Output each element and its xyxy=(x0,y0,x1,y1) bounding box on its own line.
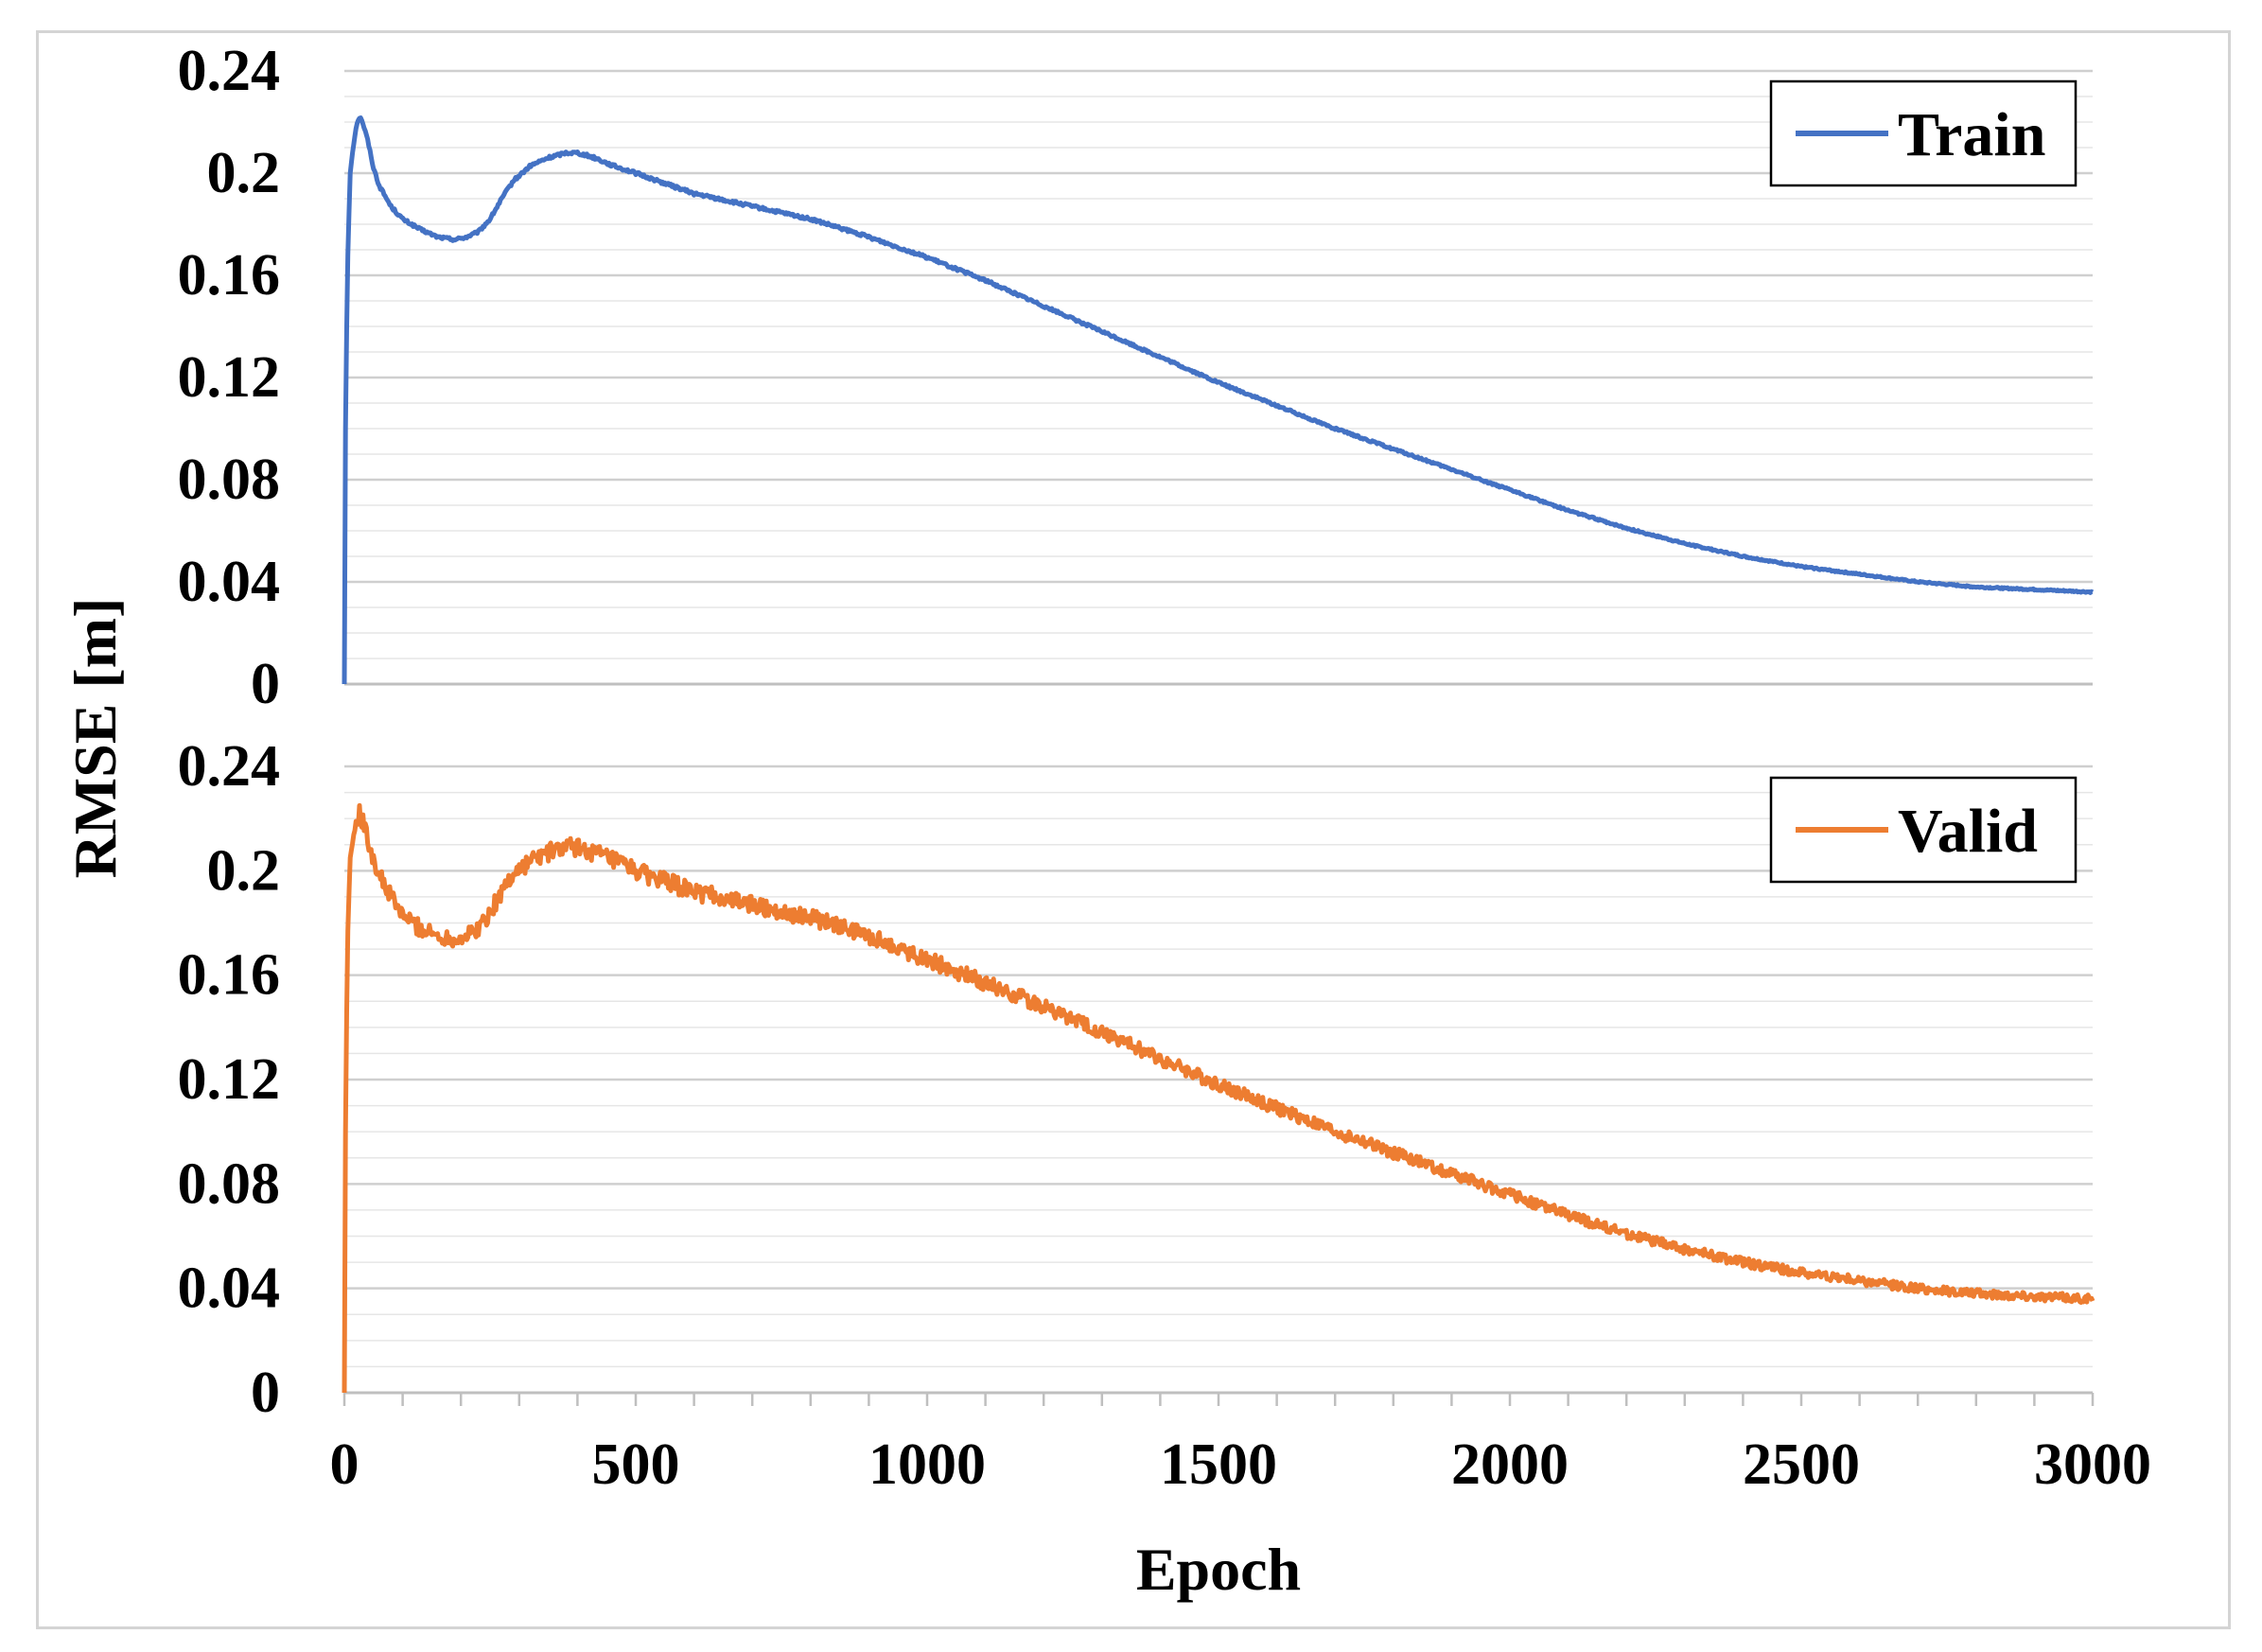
y-tick-label: 0.24 xyxy=(178,734,281,799)
x-tick-label: 500 xyxy=(592,1432,680,1497)
x-tick-label: 3000 xyxy=(2034,1432,2151,1497)
y-tick-label: 0.12 xyxy=(178,345,281,410)
x-axis-title: Epoch xyxy=(1136,1536,1301,1603)
y-tick-label: 0.24 xyxy=(178,39,281,103)
x-tick-label: 1000 xyxy=(868,1432,986,1497)
y-tick-label: 0.04 xyxy=(178,550,281,614)
x-tick-label: 2000 xyxy=(1451,1432,1569,1497)
y-tick-label: 0 xyxy=(251,652,280,716)
x-tick-label: 1500 xyxy=(1160,1432,1277,1497)
y-tick-label: 0.04 xyxy=(178,1257,281,1321)
y-tick-label: 0.2 xyxy=(207,141,281,205)
y-tick-label: 0.16 xyxy=(178,943,281,1008)
x-tick-label: 0 xyxy=(330,1432,359,1497)
y-tick-label: 0.16 xyxy=(178,243,281,308)
x-tick-label: 2500 xyxy=(1743,1432,1860,1497)
series-line-valid xyxy=(342,802,2095,1394)
y-tick-label: 0.08 xyxy=(178,1151,281,1216)
series-line-train xyxy=(342,115,2095,685)
y-tick-label: 0.08 xyxy=(178,448,281,512)
y-tick-label: 0.2 xyxy=(207,838,281,903)
legend-label: Train xyxy=(1898,100,2045,169)
legend-label: Valid xyxy=(1898,797,2038,866)
y-tick-label: 0.12 xyxy=(178,1047,281,1112)
y-tick-label: 0 xyxy=(251,1361,280,1425)
y-axis-title: RMSE [m] xyxy=(61,598,129,879)
